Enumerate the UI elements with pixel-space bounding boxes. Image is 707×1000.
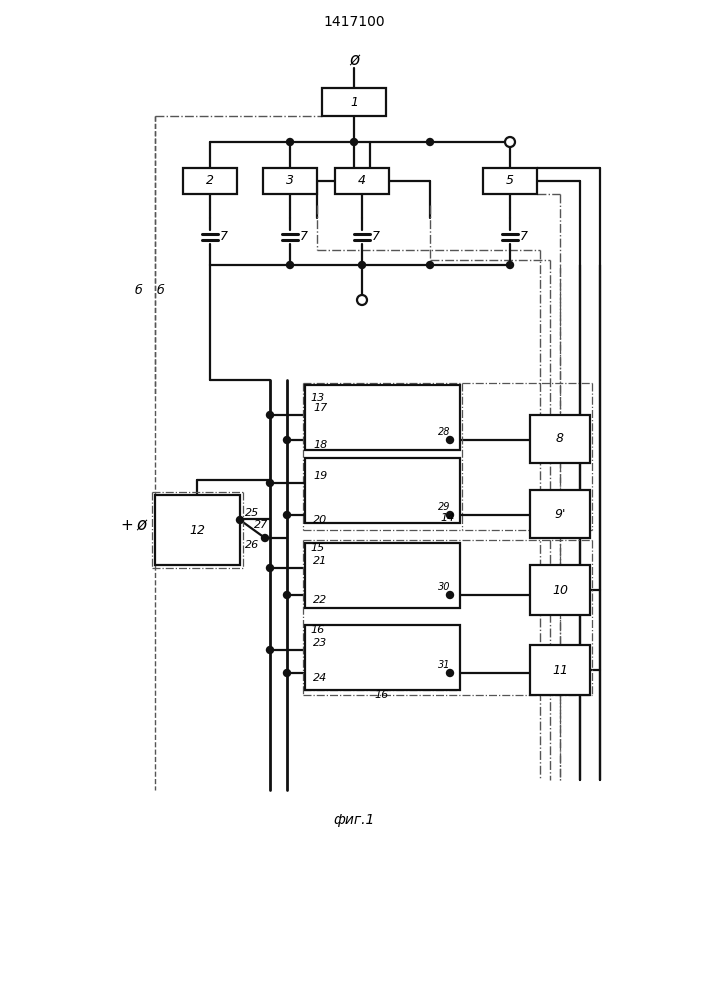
Text: 26: 26 [245, 540, 259, 550]
Text: 12: 12 [189, 524, 206, 536]
Circle shape [351, 138, 358, 145]
Text: 7: 7 [300, 231, 308, 243]
Text: 3: 3 [286, 174, 294, 188]
Circle shape [357, 295, 367, 305]
Text: 2: 2 [206, 174, 214, 188]
Circle shape [284, 591, 291, 598]
Text: 20: 20 [313, 515, 327, 525]
Bar [530, 415, 590, 463]
Circle shape [284, 512, 291, 518]
Circle shape [286, 138, 293, 145]
Text: 16: 16 [310, 625, 325, 635]
Bar [183, 168, 237, 194]
Text: 25: 25 [245, 508, 259, 518]
Bar [530, 565, 590, 615]
Circle shape [267, 480, 274, 487]
Bar [305, 385, 460, 450]
Circle shape [426, 138, 433, 145]
Bar [530, 645, 590, 695]
Text: 16: 16 [375, 690, 389, 700]
Text: 23: 23 [313, 638, 327, 648]
Text: б: б [156, 284, 164, 296]
Circle shape [284, 436, 291, 444]
Circle shape [447, 436, 453, 444]
Text: 27: 27 [254, 520, 268, 530]
Bar [322, 88, 386, 116]
Text: 22: 22 [313, 595, 327, 605]
Text: 15: 15 [310, 543, 325, 553]
Text: 5: 5 [506, 174, 514, 188]
Bar [530, 490, 590, 538]
Text: 19: 19 [313, 471, 327, 481]
Text: 24: 24 [313, 673, 327, 683]
Circle shape [262, 534, 269, 542]
Text: б: б [134, 284, 142, 296]
Text: 14: 14 [440, 513, 455, 523]
Circle shape [358, 261, 366, 268]
Text: ø: ø [136, 516, 146, 534]
Text: 21: 21 [313, 556, 327, 566]
Bar [305, 458, 460, 523]
Text: 4: 4 [358, 174, 366, 188]
Text: 8: 8 [556, 432, 564, 446]
Bar [305, 543, 460, 608]
Text: 9': 9' [554, 508, 566, 520]
Circle shape [506, 261, 513, 268]
Circle shape [426, 261, 433, 268]
Circle shape [267, 412, 274, 418]
Bar [263, 168, 317, 194]
Circle shape [237, 516, 243, 524]
Text: 11: 11 [552, 664, 568, 676]
Circle shape [267, 564, 274, 572]
Text: фиг.1: фиг.1 [333, 813, 375, 827]
Text: 28: 28 [438, 427, 450, 437]
Text: 30: 30 [438, 582, 450, 592]
Text: 7: 7 [520, 231, 528, 243]
Text: ø: ø [349, 51, 359, 69]
Circle shape [505, 137, 515, 147]
Text: 18: 18 [313, 440, 327, 450]
Text: 7: 7 [372, 231, 380, 243]
Text: 13: 13 [310, 393, 325, 403]
Bar [335, 168, 389, 194]
Text: 1: 1 [350, 96, 358, 108]
Circle shape [447, 670, 453, 676]
Text: +: + [121, 518, 134, 532]
Text: 10: 10 [552, 584, 568, 596]
Circle shape [447, 591, 453, 598]
Circle shape [447, 512, 453, 518]
Text: 7: 7 [220, 231, 228, 243]
Circle shape [267, 647, 274, 654]
Bar [305, 625, 460, 690]
Text: 1417100: 1417100 [323, 15, 385, 29]
Text: 31: 31 [438, 660, 450, 670]
Bar [483, 168, 537, 194]
Text: 29: 29 [438, 502, 450, 512]
Circle shape [286, 261, 293, 268]
Bar [155, 495, 240, 565]
Circle shape [284, 670, 291, 676]
Text: 17: 17 [313, 403, 327, 413]
